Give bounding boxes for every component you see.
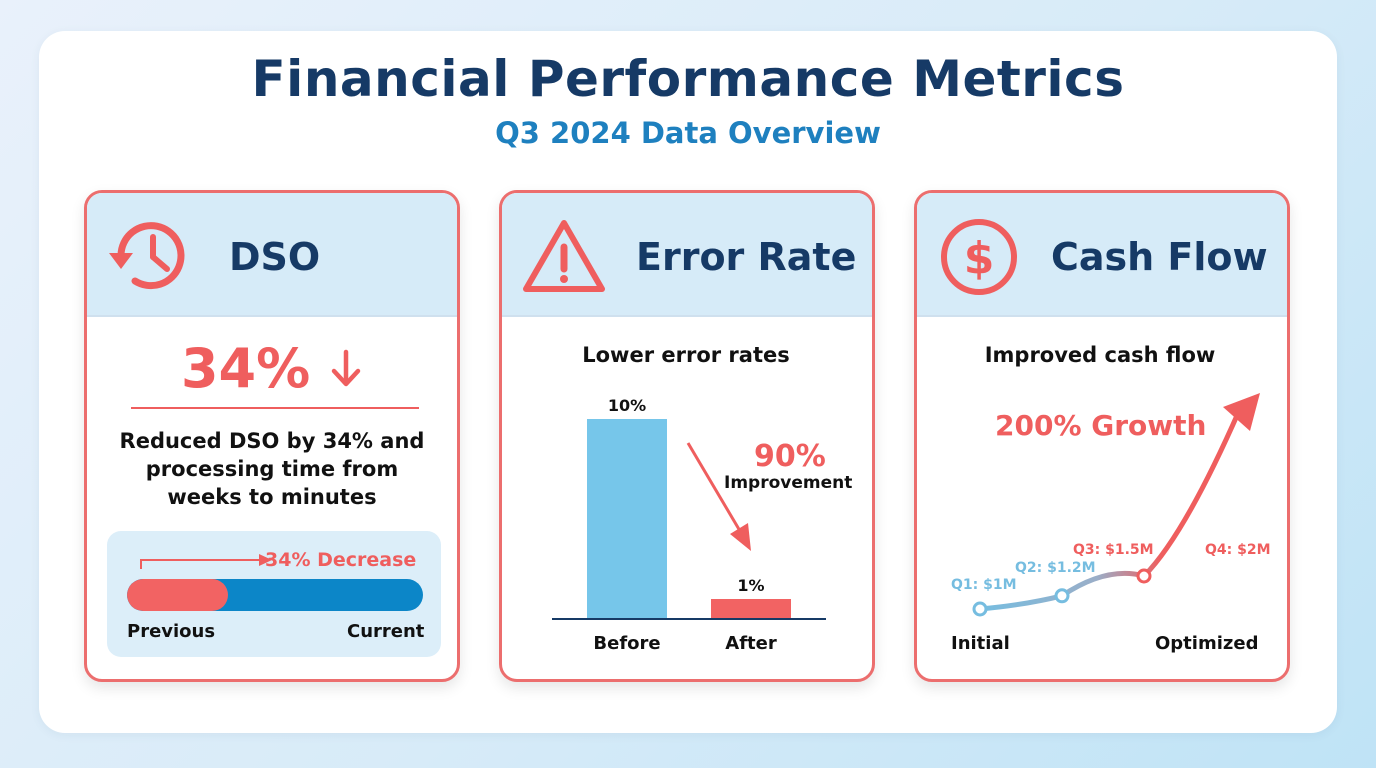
cash-flow-initial-label: Initial bbox=[951, 633, 1010, 654]
bar-after bbox=[711, 599, 791, 619]
dollar-circle-icon: $ bbox=[941, 219, 1017, 295]
dso-stat-value: 34% bbox=[180, 337, 311, 400]
data-point bbox=[972, 601, 988, 617]
improvement-label: Improvement bbox=[724, 473, 853, 493]
dso-divider bbox=[131, 407, 419, 409]
error-rate-card-header: Error Rate bbox=[502, 193, 872, 317]
bar-value-label: 10% bbox=[608, 396, 646, 415]
dso-description: Reduced DSO by 34% and processing time f… bbox=[87, 427, 457, 511]
cash-flow-subtitle: Improved cash flow bbox=[984, 343, 1216, 367]
dso-stat: 34% bbox=[87, 337, 457, 400]
point-label: Q1: $1M bbox=[951, 577, 1017, 593]
growth-label: 200% Growth bbox=[995, 409, 1207, 442]
cash-flow-optimized-label: Optimized bbox=[1155, 633, 1259, 654]
error-rate-subtitle: Lower error rates bbox=[582, 343, 790, 367]
dso-bar-label: 34% Decrease bbox=[265, 549, 417, 571]
dso-card: DSO 34% Reduced DSO by 34% and processin… bbox=[84, 190, 460, 682]
dso-description-line: weeks to minutes bbox=[167, 485, 377, 509]
bar-before bbox=[587, 419, 667, 619]
cash-flow-card: $ Cash Flow Improved cash flow 200% Grow… bbox=[914, 190, 1290, 682]
error-rate-card: Error Rate Lower error rates 10% Before 1%… bbox=[499, 190, 875, 682]
page-subtitle: Q3 2024 Data Overview bbox=[495, 116, 881, 150]
growth-arrow-icon bbox=[1223, 393, 1260, 431]
svg-text:$: $ bbox=[964, 233, 995, 284]
category-label: After bbox=[725, 633, 777, 654]
cash-flow-card-header: $ Cash Flow bbox=[917, 193, 1287, 317]
dso-card-header: DSO bbox=[87, 193, 457, 317]
arrow-down-icon bbox=[331, 349, 361, 387]
point-label: Q4: $2M bbox=[1205, 542, 1271, 558]
category-label: Before bbox=[593, 633, 660, 654]
warning-triangle-icon bbox=[523, 220, 605, 292]
error-rate-chart: 10% Before 1% After bbox=[552, 396, 826, 654]
cash-flow-title: Cash Flow bbox=[1051, 235, 1268, 279]
data-point bbox=[1136, 568, 1152, 584]
dso-current-label: Current bbox=[347, 621, 425, 642]
clock-history-icon bbox=[109, 222, 185, 290]
error-rate-bars: 10% Before 1% After bbox=[587, 396, 791, 654]
dso-progress-bar bbox=[127, 579, 423, 611]
bar-value-label: 1% bbox=[737, 576, 764, 595]
improvement-value: 90% bbox=[754, 439, 826, 474]
data-point bbox=[1054, 588, 1070, 604]
dso-previous-label: Previous bbox=[127, 621, 216, 642]
improvement-arrow-icon bbox=[730, 523, 751, 551]
dso-description-line: processing time from bbox=[145, 457, 399, 481]
growth-line bbox=[977, 408, 1242, 612]
error-rate-title: Error Rate bbox=[636, 235, 857, 279]
page-title: Financial Performance Metrics bbox=[251, 50, 1125, 108]
dso-description-line: Reduced DSO by 34% and bbox=[119, 429, 425, 453]
improvement-arrow-shaft bbox=[686, 442, 742, 532]
dso-progress-fill bbox=[127, 579, 228, 611]
point-label: Q2: $1.2M bbox=[1015, 560, 1096, 576]
decrease-arrow-icon bbox=[140, 554, 272, 569]
point-label: Q3: $1.5M bbox=[1073, 542, 1154, 558]
dso-title: DSO bbox=[229, 235, 321, 279]
